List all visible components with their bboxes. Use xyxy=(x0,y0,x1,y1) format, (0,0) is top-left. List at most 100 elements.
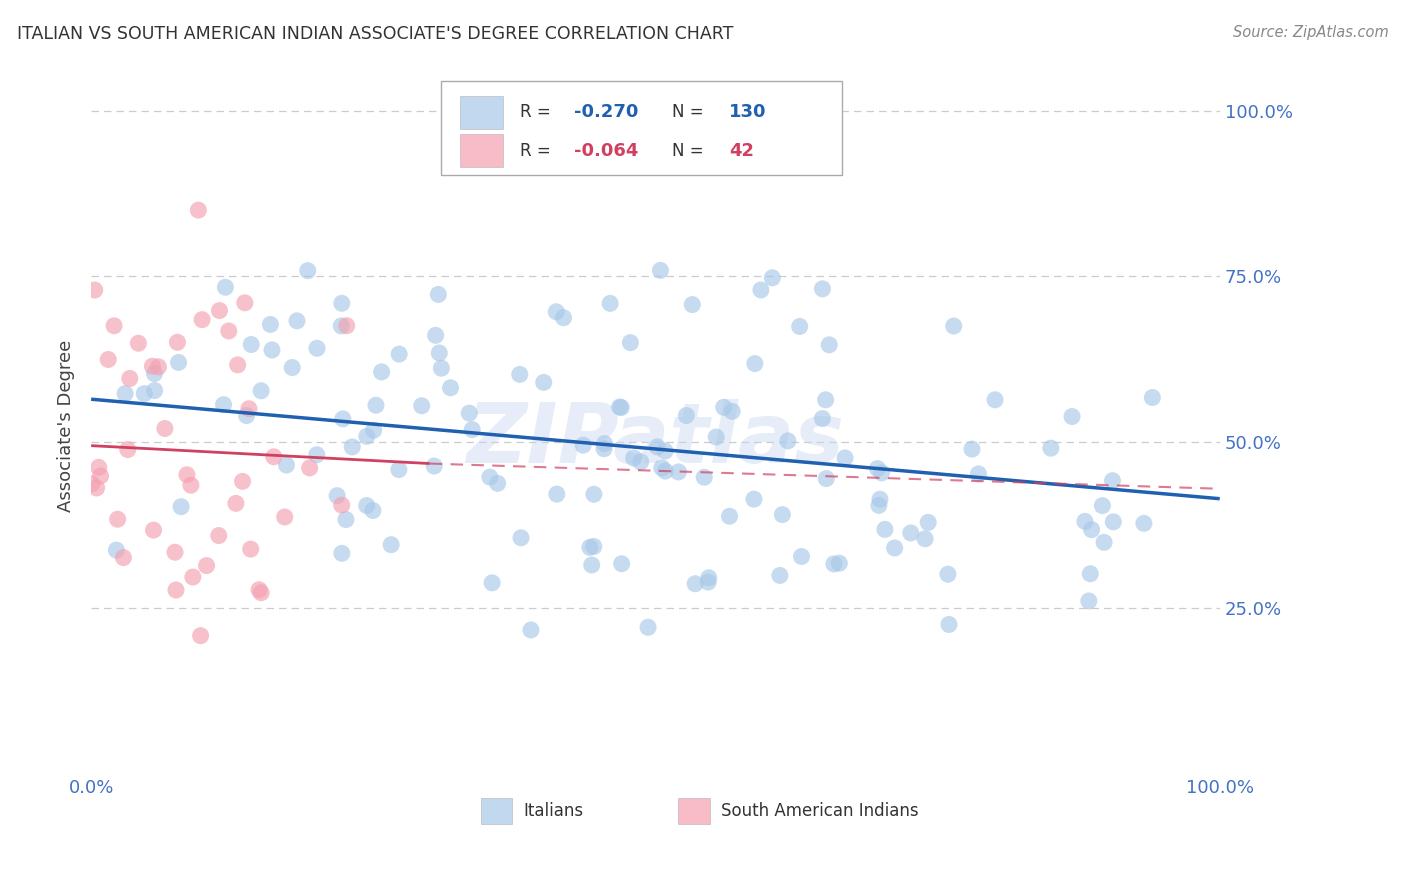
Point xyxy=(742,492,765,507)
Point xyxy=(967,467,990,481)
Point xyxy=(572,438,595,452)
Point xyxy=(148,359,170,374)
Point xyxy=(1077,594,1099,608)
Point xyxy=(297,263,319,277)
Point xyxy=(127,336,149,351)
Point xyxy=(163,545,186,559)
Point xyxy=(704,430,727,444)
Point xyxy=(481,575,503,590)
Point xyxy=(623,450,645,465)
Point xyxy=(683,576,706,591)
Point xyxy=(960,442,983,456)
Point xyxy=(681,297,703,311)
Text: 130: 130 xyxy=(728,103,766,121)
Point xyxy=(645,440,668,454)
Point xyxy=(195,558,218,573)
Point xyxy=(212,398,235,412)
Point xyxy=(439,381,461,395)
Point xyxy=(356,429,378,443)
Point xyxy=(510,531,533,545)
Point xyxy=(675,409,697,423)
Point xyxy=(285,314,308,328)
Point xyxy=(208,528,231,542)
Point xyxy=(811,411,834,425)
Y-axis label: Associate's Degree: Associate's Degree xyxy=(58,340,75,512)
Point xyxy=(873,522,896,536)
Point xyxy=(330,546,353,560)
Point xyxy=(112,550,135,565)
Point xyxy=(305,448,328,462)
Point xyxy=(811,282,834,296)
Point xyxy=(868,499,890,513)
Point xyxy=(599,296,621,310)
Point xyxy=(336,318,359,333)
Point xyxy=(938,617,960,632)
Point xyxy=(744,357,766,371)
Point xyxy=(114,386,136,401)
Point xyxy=(866,461,889,475)
Point xyxy=(143,367,166,381)
Point xyxy=(247,582,270,597)
Point xyxy=(180,478,202,492)
Point xyxy=(1101,474,1123,488)
Point xyxy=(411,399,433,413)
Point xyxy=(869,492,891,507)
Point xyxy=(1078,566,1101,581)
Point xyxy=(330,318,353,333)
Point xyxy=(814,392,837,407)
Point xyxy=(610,401,633,415)
Point xyxy=(298,461,321,475)
Point xyxy=(425,328,447,343)
Text: ZIPatlas: ZIPatlas xyxy=(467,399,845,480)
Point xyxy=(917,516,939,530)
Point xyxy=(942,319,965,334)
Point xyxy=(1074,515,1097,529)
Point xyxy=(143,384,166,398)
Point xyxy=(582,540,605,554)
Point xyxy=(520,623,543,637)
Point xyxy=(83,283,105,297)
Point xyxy=(1102,515,1125,529)
Point xyxy=(651,460,673,475)
Point xyxy=(770,508,793,522)
Point xyxy=(167,355,190,369)
Point xyxy=(533,376,555,390)
Point xyxy=(610,557,633,571)
Point xyxy=(166,335,188,350)
Point xyxy=(260,343,283,357)
Point xyxy=(650,263,672,277)
Point xyxy=(388,462,411,476)
Text: Source: ZipAtlas.com: Source: ZipAtlas.com xyxy=(1233,25,1389,40)
Point xyxy=(226,358,249,372)
Point xyxy=(693,470,716,484)
Point xyxy=(250,586,273,600)
Point xyxy=(165,582,187,597)
Bar xyxy=(481,797,512,824)
Point xyxy=(330,498,353,512)
Point xyxy=(361,503,384,517)
Point xyxy=(87,460,110,475)
Point xyxy=(697,571,720,585)
Text: -0.270: -0.270 xyxy=(574,103,638,121)
Point xyxy=(619,335,641,350)
Point xyxy=(1039,441,1062,455)
Point xyxy=(326,489,349,503)
Point xyxy=(117,442,139,457)
Point xyxy=(834,450,856,465)
Point xyxy=(191,312,214,326)
Point xyxy=(609,400,631,414)
Point xyxy=(208,303,231,318)
Point xyxy=(749,283,772,297)
Point xyxy=(90,469,112,483)
Point xyxy=(668,465,690,479)
Point xyxy=(486,476,509,491)
Text: R =: R = xyxy=(520,142,555,160)
Point xyxy=(97,352,120,367)
Point xyxy=(190,629,212,643)
Text: -0.064: -0.064 xyxy=(574,142,638,160)
Point xyxy=(579,541,602,555)
Point xyxy=(718,509,741,524)
Point xyxy=(553,310,575,325)
Point xyxy=(250,384,273,398)
Point xyxy=(86,481,108,495)
